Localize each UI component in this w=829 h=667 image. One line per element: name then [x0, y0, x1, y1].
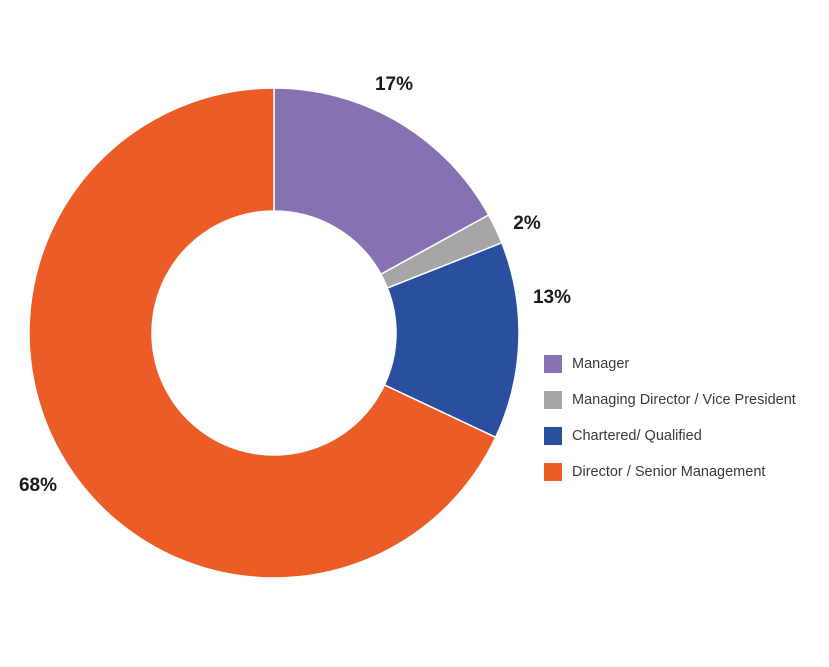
slice-manager [273, 87, 490, 276]
legend-swatch [544, 427, 562, 445]
legend-item-chartered: Chartered/ Qualified [544, 427, 796, 445]
legend: Manager Managing Director / Vice Preside… [544, 355, 796, 499]
legend-swatch [544, 463, 562, 481]
slice-director-senior-management [28, 87, 497, 579]
value-label-chartered-qualified: 13% [533, 287, 571, 308]
value-label-managing-director-vice-president: 2% [513, 213, 541, 234]
legend-label: Managing Director / Vice President [572, 392, 796, 408]
legend-item-manager: Manager [544, 355, 796, 373]
legend-swatch [544, 355, 562, 373]
legend-label: Director / Senior Management [572, 464, 766, 480]
legend-label: Manager [572, 356, 630, 372]
legend-item-director: Director / Senior Management [544, 463, 796, 481]
donut-slices [28, 87, 520, 579]
value-labels: 17% 2% 13% 68% [19, 74, 571, 496]
legend-label: Chartered/ Qualified [572, 428, 702, 444]
legend-item-managing-director: Managing Director / Vice President [544, 391, 796, 409]
value-label-director-senior-management: 68% [19, 475, 57, 496]
slice-chartered-qualified [383, 241, 520, 439]
legend-swatch [544, 391, 562, 409]
value-label-manager: 17% [375, 74, 413, 95]
